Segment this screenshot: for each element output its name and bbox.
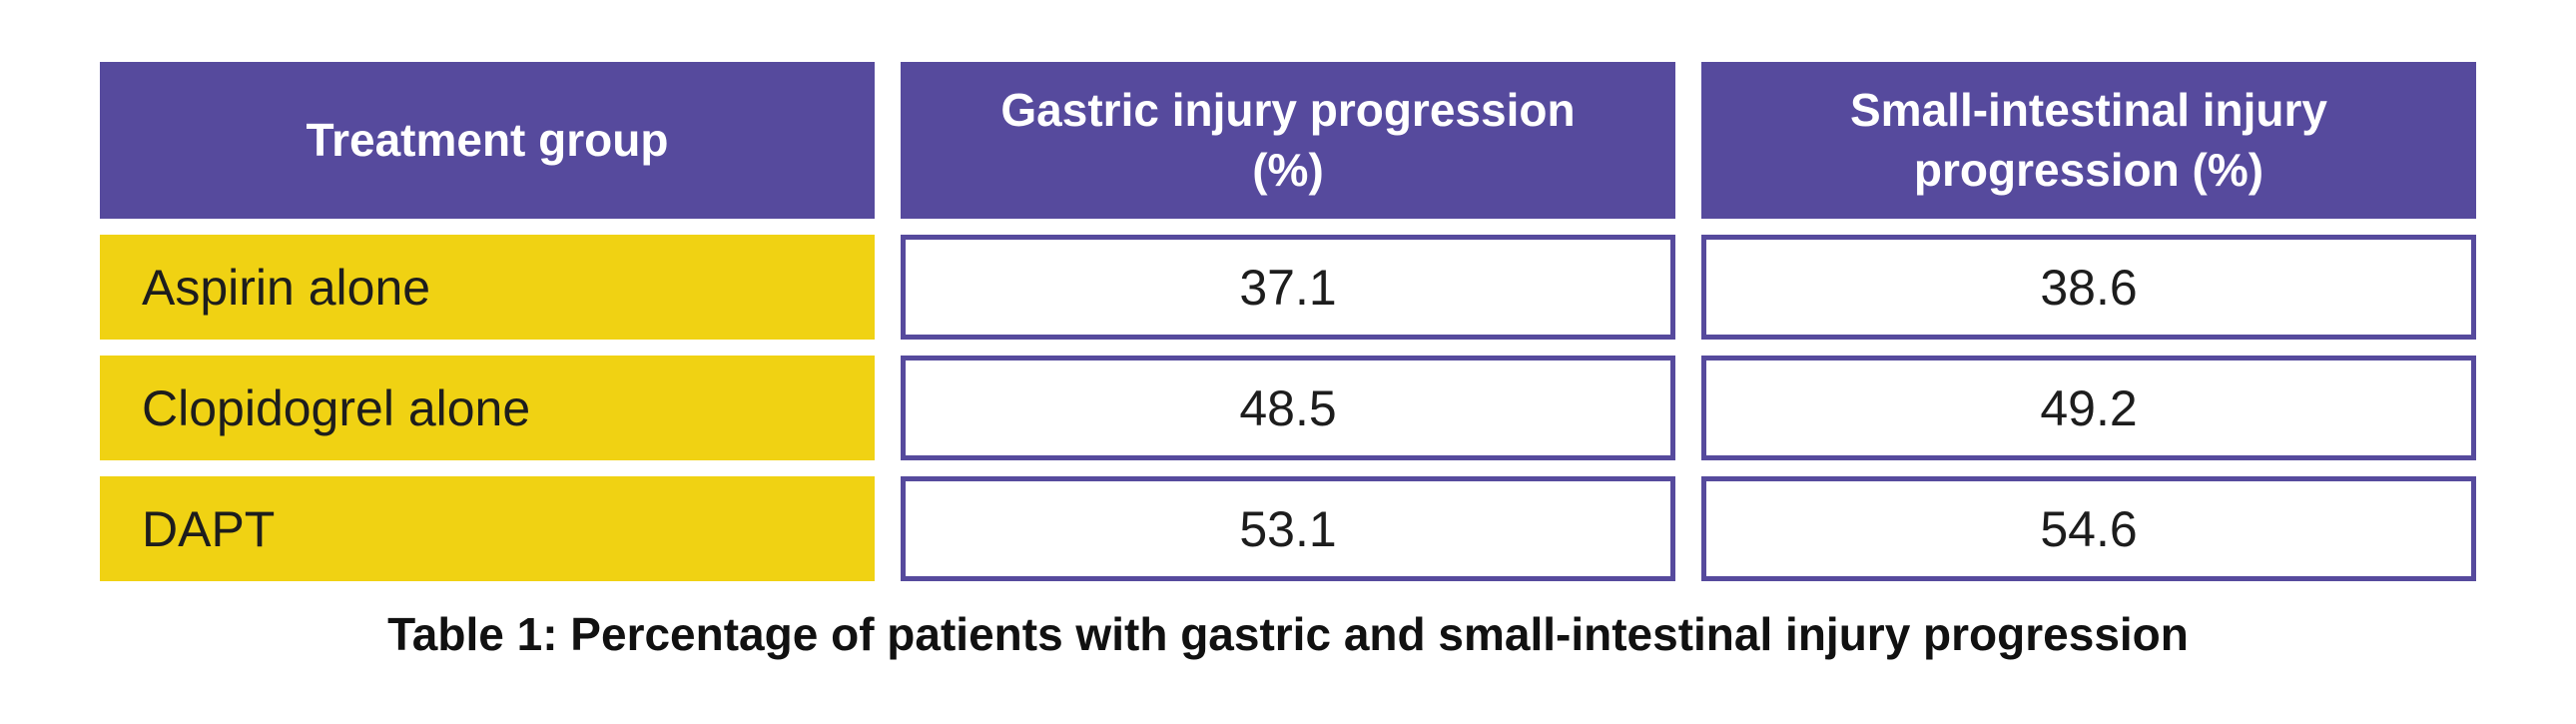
cell-value: 49.2	[2040, 379, 2138, 436]
cell-value: 48.5	[1239, 379, 1337, 436]
cell-aspirin-gastric: 37.1	[901, 235, 1675, 340]
cell-value: 38.6	[2040, 259, 2138, 316]
row-label-aspirin-alone: Aspirin alone	[100, 235, 875, 340]
column-header-small-intestinal-injury: Small-intestinal injury progression (%)	[1701, 62, 2476, 219]
results-table-grid: Treatment group Gastric injury progressi…	[100, 62, 2476, 581]
cell-dapt-gastric: 53.1	[901, 476, 1675, 581]
column-header-label: Treatment group	[306, 113, 669, 166]
cell-clopidogrel-gastric: 48.5	[901, 356, 1675, 460]
cell-clopidogrel-small-intestinal: 49.2	[1701, 356, 2476, 460]
row-label-text: Aspirin alone	[142, 259, 431, 316]
results-table: Treatment group Gastric injury progressi…	[100, 62, 2476, 661]
cell-dapt-small-intestinal: 54.6	[1701, 476, 2476, 581]
cell-value: 37.1	[1239, 259, 1337, 316]
cell-value: 54.6	[2040, 500, 2138, 557]
column-header-gastric-injury: Gastric injury progression (%)	[901, 62, 1675, 219]
row-label-text: Clopidogrel alone	[142, 379, 531, 436]
column-header-label: Gastric injury progression (%)	[1000, 83, 1576, 196]
row-label-text: DAPT	[142, 500, 276, 557]
cell-aspirin-small-intestinal: 38.6	[1701, 235, 2476, 340]
column-header-treatment-group: Treatment group	[100, 62, 875, 219]
row-label-dapt: DAPT	[100, 476, 875, 581]
row-label-clopidogrel-alone: Clopidogrel alone	[100, 356, 875, 460]
column-header-label: Small-intestinal injury progression (%)	[1850, 83, 2327, 196]
cell-value: 53.1	[1239, 500, 1337, 557]
table-caption: Table 1: Percentage of patients with gas…	[387, 608, 2189, 660]
